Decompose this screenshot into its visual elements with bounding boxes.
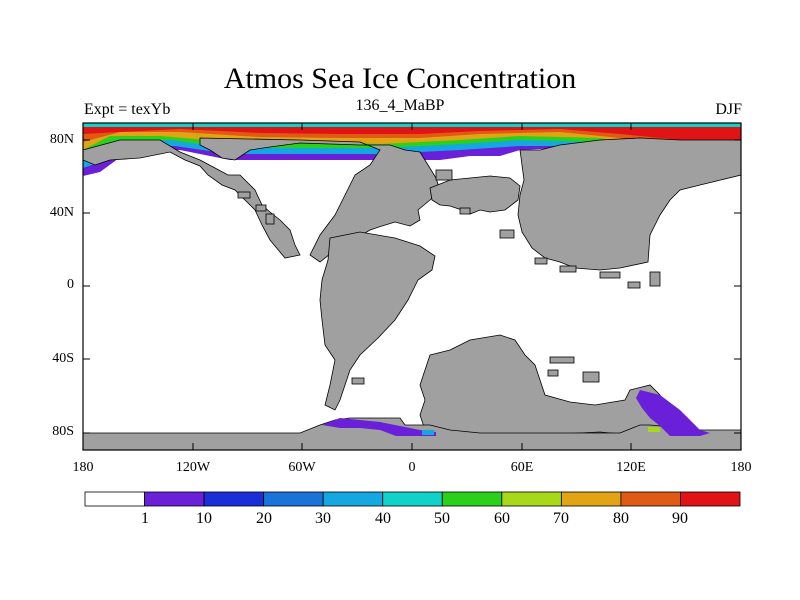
colorbar-box-10 bbox=[680, 491, 741, 507]
colorbar-box-3 bbox=[263, 491, 324, 507]
experiment-label: Expt = texYb bbox=[84, 101, 171, 118]
europe bbox=[429, 175, 521, 215]
axis-ticks bbox=[83, 123, 741, 450]
lat-tick-80s: 80S bbox=[52, 424, 74, 439]
colorbar-box-1 bbox=[144, 491, 205, 507]
north-america-west bbox=[82, 139, 301, 259]
island-7 bbox=[627, 281, 641, 289]
island-3 bbox=[499, 229, 515, 239]
colorbar-label-20: 20 bbox=[256, 510, 272, 527]
colorbar-label-80: 80 bbox=[613, 510, 629, 527]
lon-tick-60e: 60E bbox=[510, 460, 534, 475]
island-1 bbox=[435, 169, 453, 181]
island-14 bbox=[582, 371, 600, 383]
colorbar-box-8 bbox=[560, 491, 622, 507]
island-15 bbox=[351, 377, 365, 385]
lat-tick-40n: 40N bbox=[49, 205, 74, 220]
lat-tick-40s: 40S bbox=[52, 351, 74, 366]
colorbar-label-70: 70 bbox=[553, 510, 569, 527]
lat-tick-80n: 80N bbox=[49, 132, 74, 147]
island-13 bbox=[547, 369, 559, 377]
island-6 bbox=[599, 271, 621, 279]
colorbar-box-6 bbox=[441, 491, 503, 507]
colorbar-label-10: 10 bbox=[196, 510, 212, 527]
lon-tick-120e: 120E bbox=[616, 460, 646, 475]
island-12 bbox=[549, 356, 575, 364]
colorbar-label-30: 30 bbox=[315, 510, 331, 527]
colorbar-label-1: 1 bbox=[141, 510, 149, 527]
island-9 bbox=[237, 191, 251, 199]
colorbar bbox=[84, 491, 741, 507]
island-8 bbox=[649, 271, 661, 287]
colorbar-label-90: 90 bbox=[672, 510, 688, 527]
lon-tick-180w: 180 bbox=[72, 460, 94, 475]
colorbar-box-0 bbox=[84, 491, 145, 507]
lon-tick-60w: 60W bbox=[288, 460, 316, 475]
eurasia bbox=[517, 137, 742, 271]
lon-tick-120w: 120W bbox=[175, 460, 211, 475]
map-title: Atmos Sea Ice Concentration bbox=[223, 62, 577, 95]
lon-tick-0: 0 bbox=[408, 460, 416, 475]
colorbar-box-7 bbox=[501, 491, 562, 507]
island-2 bbox=[459, 207, 471, 215]
season-label: DJF bbox=[715, 101, 742, 118]
southern-sea-ice bbox=[322, 390, 710, 436]
colorbar-label-60: 60 bbox=[494, 510, 510, 527]
island-11 bbox=[265, 213, 275, 225]
lon-tick-180e: 180 bbox=[730, 460, 752, 475]
island-10 bbox=[255, 204, 267, 212]
colorbar-box-2 bbox=[203, 491, 265, 507]
period-label: 136_4_MaBP bbox=[355, 97, 445, 114]
colorbar-label-50: 50 bbox=[434, 510, 450, 527]
colorbar-box-9 bbox=[620, 491, 681, 507]
south-america bbox=[319, 231, 436, 411]
north-america bbox=[199, 137, 441, 263]
island-4 bbox=[534, 257, 548, 265]
colorbar-box-4 bbox=[322, 491, 384, 507]
colorbar-box-5 bbox=[382, 491, 443, 507]
lat-tick-0: 0 bbox=[67, 277, 74, 292]
island-5 bbox=[559, 265, 577, 273]
colorbar-label-40: 40 bbox=[375, 510, 391, 527]
